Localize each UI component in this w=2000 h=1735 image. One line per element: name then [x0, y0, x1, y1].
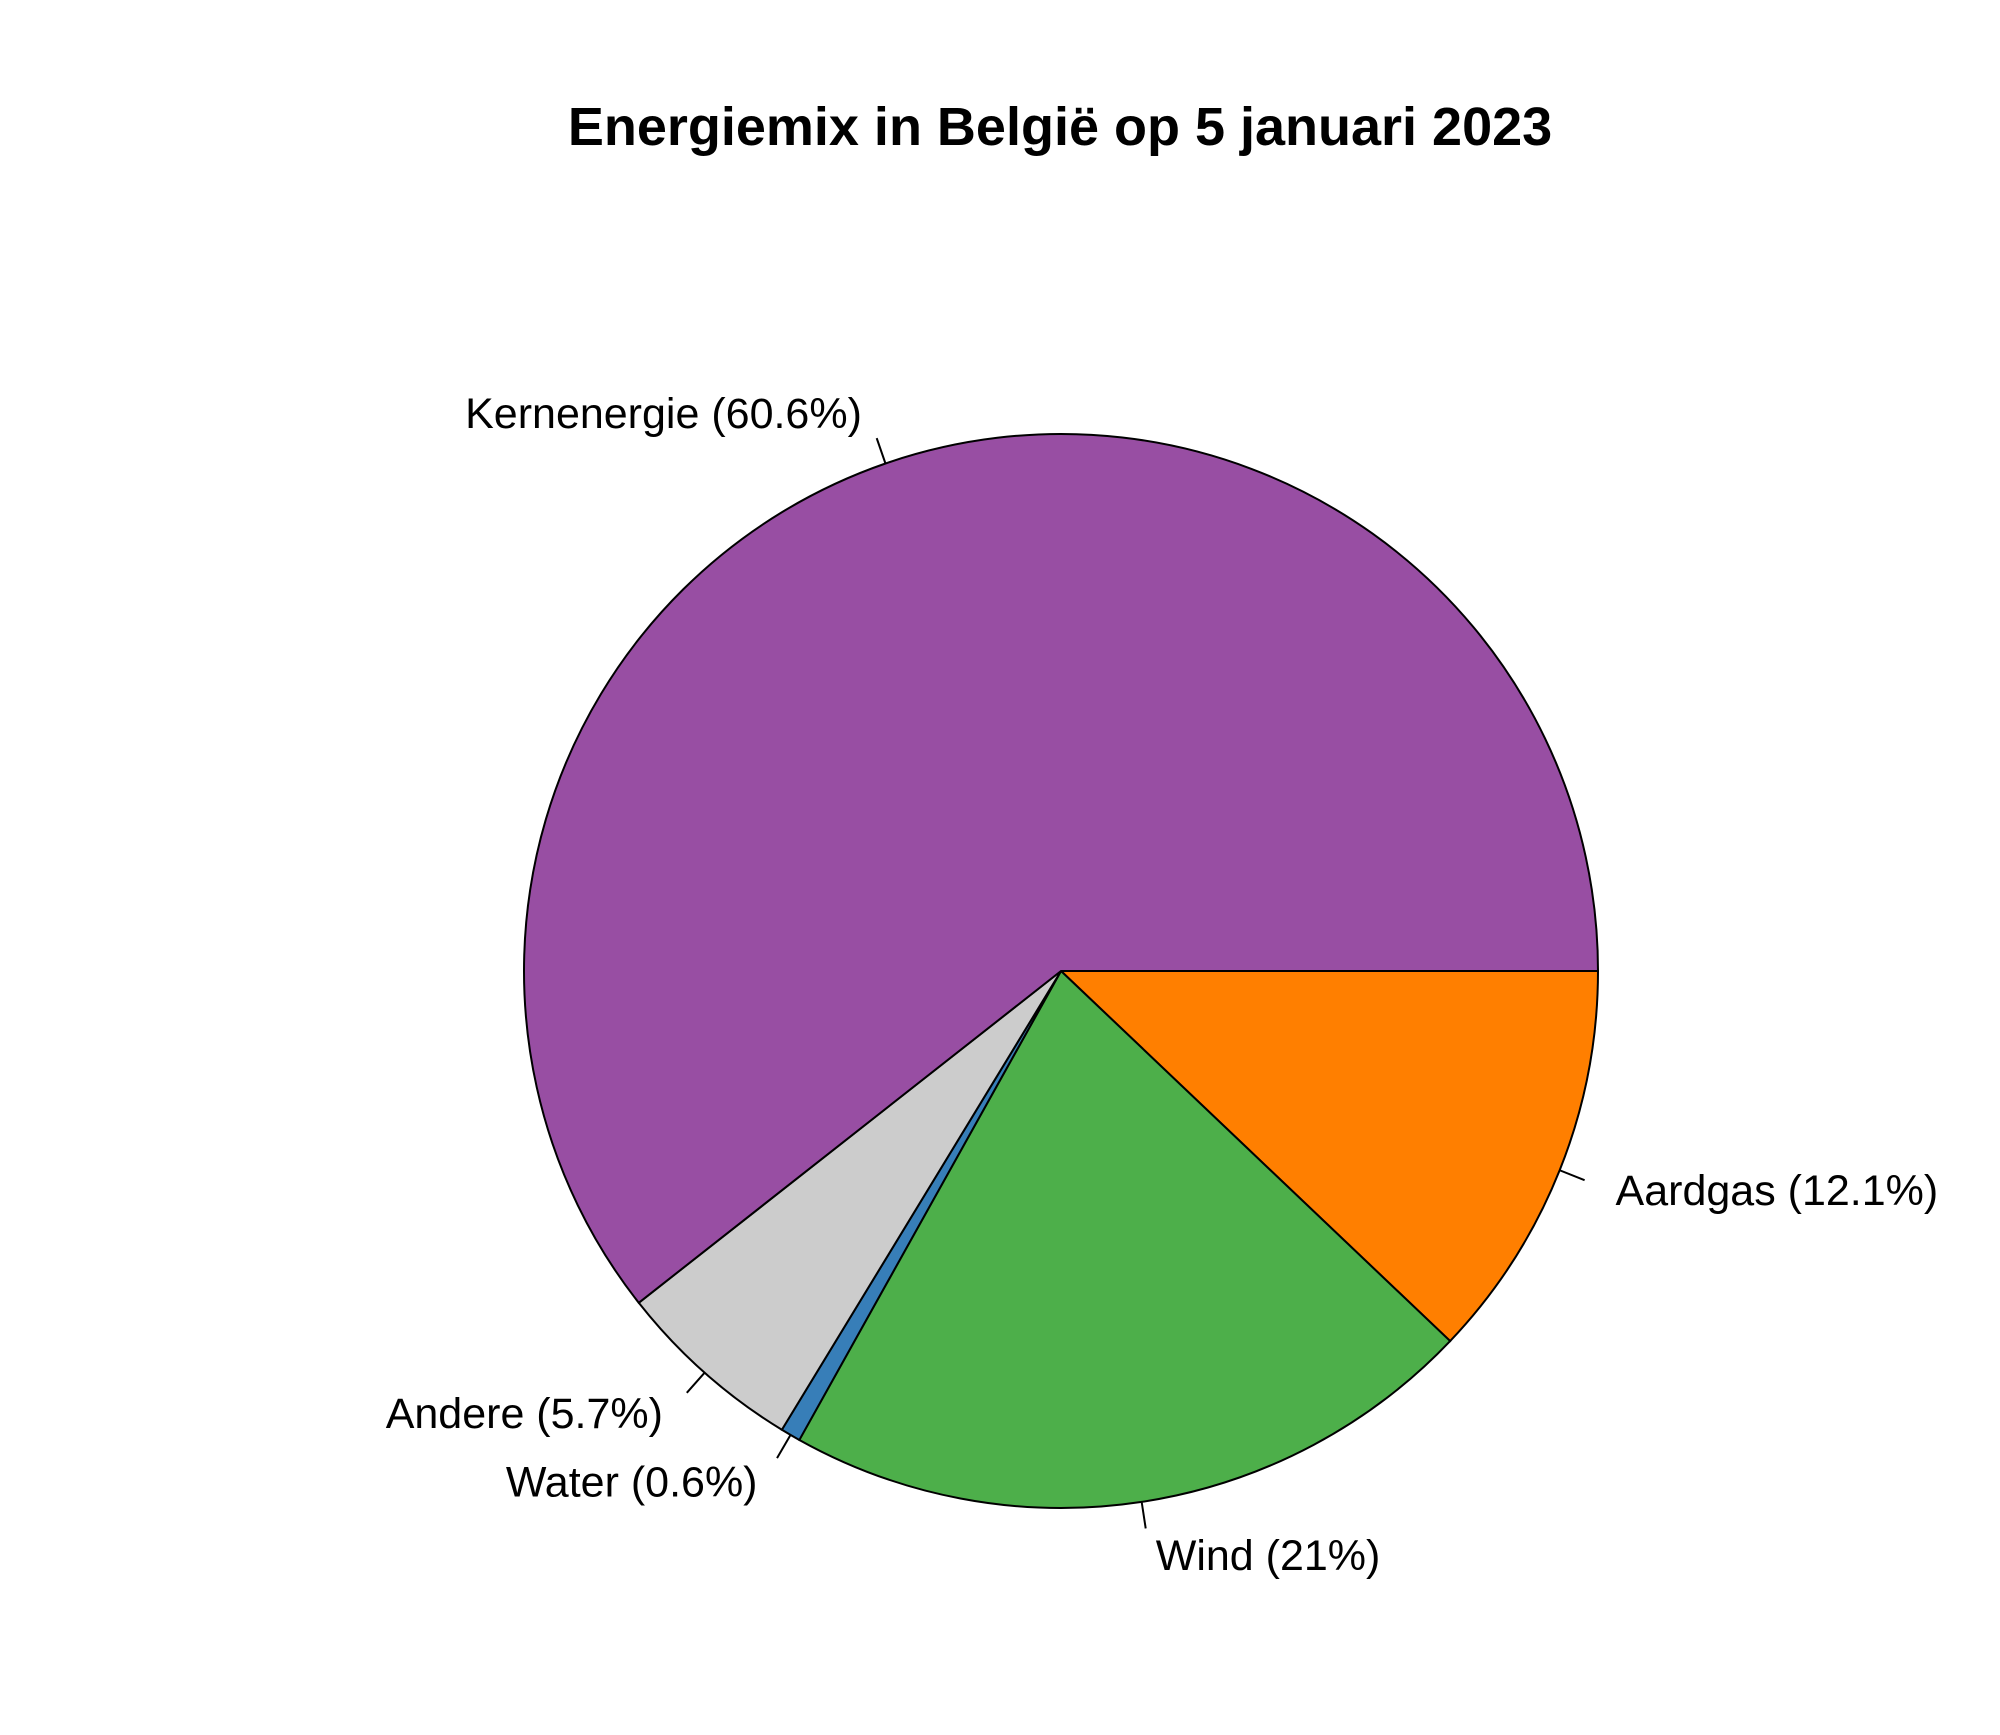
pie-labels: Aardgas (12.1%) Wind (21%) Water (0.6%) And…	[386, 390, 1938, 1580]
slice-label: Andere (5.7%)	[386, 1390, 663, 1438]
label-tick	[1559, 1169, 1585, 1182]
pie-slice	[1058, 970, 1600, 1343]
label-tick	[1140, 1501, 1147, 1529]
slice-label: Kernenergie (60.6%)	[465, 390, 862, 438]
chart-title: Energiemix in België op 5 januari 2023	[568, 97, 1552, 157]
label-tick	[875, 437, 887, 464]
pie-slices	[523, 433, 1600, 1509]
label-tick	[686, 1372, 706, 1394]
slice-label: Water (0.6%)	[506, 1458, 758, 1506]
pie-slice	[797, 969, 1452, 1509]
label-tick	[776, 1434, 792, 1459]
slice-label: Aardgas (12.1%)	[1616, 1167, 1939, 1215]
slice-label: Wind (21%)	[1156, 1532, 1381, 1580]
